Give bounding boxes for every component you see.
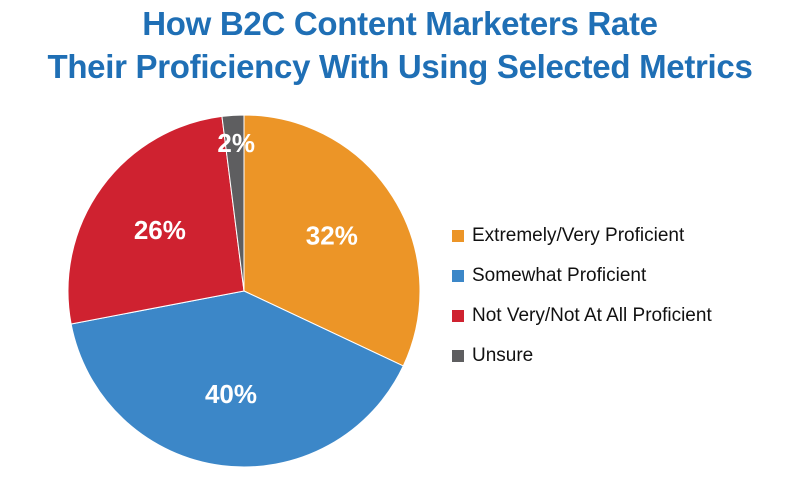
pie-slice-2 (67, 115, 245, 325)
slice-data-label-3: 2% (217, 128, 255, 158)
legend-item-2: Not Very/Not At All Proficient (452, 305, 712, 326)
legend-label-2: Not Very/Not At All Proficient (472, 305, 712, 326)
legend-label-1: Somewhat Proficient (472, 265, 647, 286)
legend-item-0: Extremely/Very Proficient (452, 225, 712, 246)
chart-title-line-2: Their Proficiency With Using Selected Me… (47, 48, 753, 85)
legend-label-0: Extremely/Very Proficient (472, 225, 685, 246)
legend: Extremely/Very Proficient Somewhat Profic… (452, 225, 712, 386)
pie-slice-0 (243, 114, 421, 367)
legend-swatch-2 (452, 310, 464, 322)
legend-swatch-3 (452, 350, 464, 362)
legend-swatch-0 (452, 230, 464, 242)
legend-swatch-1 (452, 270, 464, 282)
pie-slice-3 (221, 114, 245, 292)
chart-title: How B2C Content Marketers Rate Their Pro… (0, 2, 800, 88)
chart-title-line-1: How B2C Content Marketers Rate (142, 5, 658, 42)
legend-label-3: Unsure (472, 345, 534, 366)
slice-data-label-1: 40% (205, 379, 257, 409)
slice-data-label-0: 32% (306, 220, 358, 250)
legend-item-1: Somewhat Proficient (452, 265, 712, 286)
legend-item-3: Unsure (452, 345, 712, 366)
slice-data-label-2: 26% (134, 215, 186, 245)
pie-slice-1 (70, 290, 404, 468)
